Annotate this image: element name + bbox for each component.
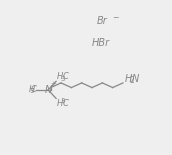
Text: H: H <box>57 72 63 81</box>
Text: 3: 3 <box>61 98 65 104</box>
Text: Br: Br <box>97 16 108 26</box>
Text: N: N <box>45 85 52 95</box>
Text: C: C <box>63 72 69 81</box>
Text: 2: 2 <box>130 76 134 85</box>
Text: −: − <box>112 13 118 22</box>
Text: C: C <box>31 85 37 94</box>
Text: H: H <box>125 74 132 84</box>
Text: H: H <box>57 99 63 108</box>
Text: 3: 3 <box>29 89 34 94</box>
Text: C: C <box>63 99 69 108</box>
Text: 3: 3 <box>61 76 65 82</box>
Text: H: H <box>29 85 35 94</box>
Text: HBr: HBr <box>92 38 110 48</box>
Text: N: N <box>132 74 139 84</box>
Text: +: + <box>50 81 56 87</box>
